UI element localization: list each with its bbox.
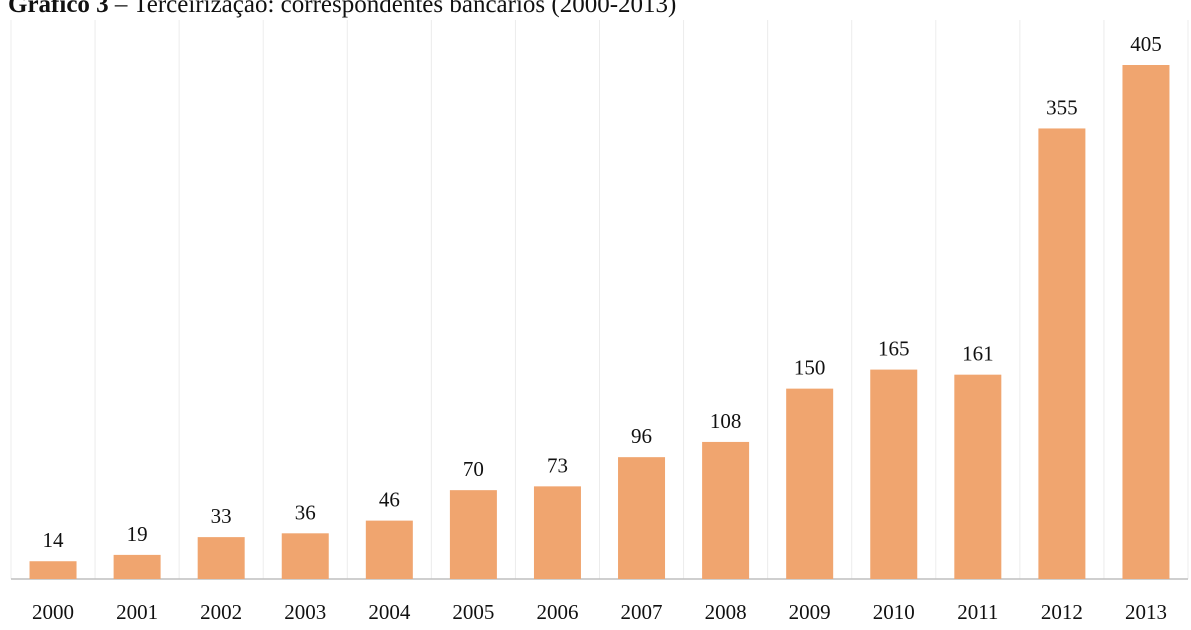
value-label: 14	[43, 528, 65, 552]
x-tick-label: 2007	[621, 600, 663, 624]
x-tick-label: 2001	[116, 600, 158, 624]
value-label: 70	[463, 457, 484, 481]
value-label: 150	[794, 356, 826, 380]
x-tick-label: 2002	[200, 600, 242, 624]
bar	[197, 537, 245, 579]
value-label: 19	[127, 522, 148, 546]
x-tick-label: 2011	[957, 600, 998, 624]
x-tick-label: 2003	[284, 600, 326, 624]
x-tick-label: 2005	[452, 600, 494, 624]
value-label: 108	[710, 409, 742, 433]
value-label: 46	[379, 488, 400, 512]
bar	[870, 369, 918, 579]
chart-title-text: – Terceirização: correspondentes bancári…	[114, 0, 676, 18]
value-label: 161	[962, 342, 994, 366]
value-label: 36	[295, 500, 316, 524]
bar	[618, 457, 666, 579]
value-label: 33	[211, 504, 232, 528]
bar	[365, 520, 413, 579]
bar	[281, 533, 329, 579]
bar	[1038, 128, 1086, 579]
bar	[786, 388, 834, 579]
bar	[449, 490, 497, 579]
x-tick-label: 2010	[873, 600, 915, 624]
x-tick-label: 2004	[368, 600, 411, 624]
value-label: 355	[1046, 95, 1078, 119]
bar	[533, 486, 581, 579]
bar	[1122, 65, 1170, 579]
x-tick-label: 2009	[789, 600, 831, 624]
bar	[29, 561, 77, 579]
x-tick-label: 2013	[1125, 600, 1167, 624]
x-tick-label: 2008	[705, 600, 747, 624]
bar	[702, 441, 750, 579]
chart-title: Gráfico 3 – Terceirização: correspondent…	[8, 0, 676, 18]
value-label: 96	[631, 424, 652, 448]
x-tick-label: 2000	[32, 600, 74, 624]
value-label: 73	[547, 453, 568, 477]
x-tick-label: 2006	[536, 600, 578, 624]
chart-title-prefix: Gráfico 3	[8, 0, 109, 18]
value-label: 405	[1130, 32, 1162, 56]
x-tick-label: 2012	[1041, 600, 1083, 624]
bar	[113, 554, 161, 579]
value-label: 165	[878, 337, 910, 361]
bar	[954, 374, 1002, 579]
